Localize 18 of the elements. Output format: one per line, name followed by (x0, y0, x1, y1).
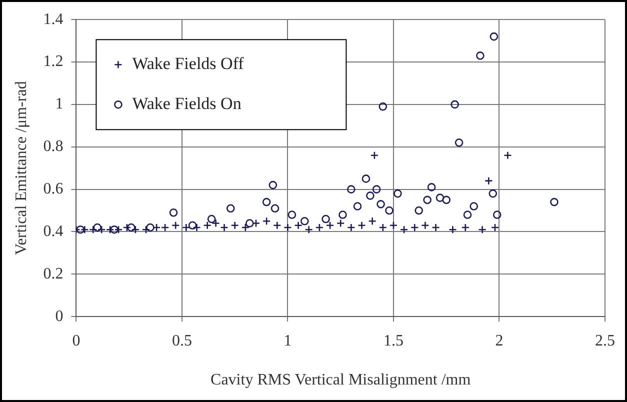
y-tick-label: 0.6 (43, 180, 64, 198)
x-tick-label: 0 (72, 332, 80, 350)
y-tick-label: 0.8 (43, 138, 64, 156)
y-tick-label: 0 (55, 308, 64, 325)
x-tick-label: 1.5 (383, 332, 404, 350)
x-tick-label: 2 (495, 332, 504, 350)
x-tick-label: 0.5 (172, 332, 192, 350)
y-tick-label: 1.4 (43, 10, 64, 28)
x-tick-label: 2.5 (595, 332, 615, 350)
y-tick-label: 0.4 (43, 222, 64, 240)
y-tick-label: 1 (55, 96, 64, 113)
y-tick-label: 1.2 (43, 53, 64, 70)
legend-label: Wake Fields Off (132, 54, 244, 74)
legend-label: Wake Fields On (132, 94, 242, 114)
y-tick-label: 0.2 (43, 265, 64, 282)
y-axis-title: Vertical Emittance /μm-rad (12, 81, 30, 256)
x-axis-title: Cavity RMS Vertical Misalignment /mm (210, 372, 472, 389)
x-tick-label: 1 (284, 332, 292, 350)
